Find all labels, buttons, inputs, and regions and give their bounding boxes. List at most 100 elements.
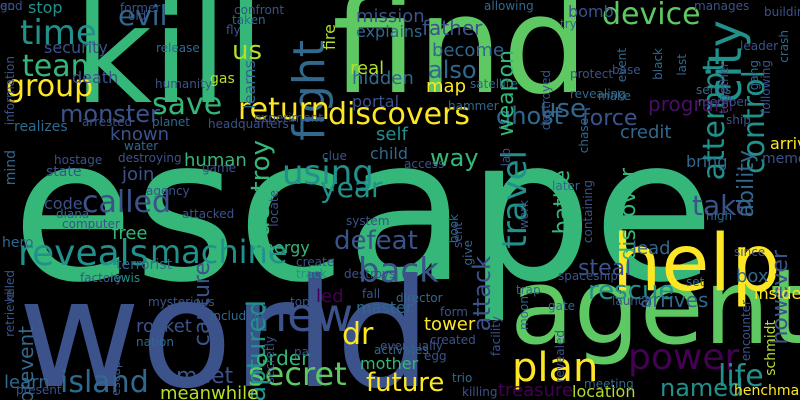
cloud-word: attacked (182, 207, 235, 221)
cloud-word: locate (267, 190, 281, 227)
cloud-word: rescue (588, 276, 675, 306)
cloud-word: treasure (498, 380, 574, 400)
cloud-word: arrives (640, 288, 709, 312)
cloud-word: confront (234, 3, 285, 17)
cloud-word: release (156, 41, 200, 55)
cloud-word: security (44, 38, 108, 57)
cloud-word: make (598, 89, 631, 103)
cloud-word: terrorist (116, 257, 173, 273)
cloud-word: year (320, 171, 383, 204)
cloud-word: discovers (328, 97, 471, 132)
cloud-word: agent (510, 246, 800, 368)
cloud-word: go (0, 0, 15, 13)
cloud-word: save (152, 87, 223, 122)
cloud-word: create (296, 255, 335, 269)
cloud-word: diana (56, 207, 90, 221)
cloud-word: time (20, 13, 97, 53)
cloud-word: destroys (344, 267, 396, 281)
cloud-word: humanity (155, 77, 212, 91)
cloud-word: following (759, 60, 773, 114)
cloud-word: master (356, 298, 413, 317)
cloud-word: sends (696, 83, 732, 97)
cloud-word: planet (152, 115, 190, 129)
cloud-word: allowing (484, 0, 534, 13)
cloud-word: self (376, 124, 408, 145)
cloud-word: meeting (584, 377, 634, 391)
cloud-word: gate (548, 299, 576, 313)
cloud-word: satellite (470, 77, 518, 91)
cloud-word: mother (360, 354, 419, 373)
cloud-word: mind (3, 150, 19, 186)
cloud-word: rocket (136, 316, 192, 337)
cloud-word: bomb (568, 2, 614, 21)
cloud-word: created (430, 333, 476, 347)
cloud-word: top (290, 295, 310, 309)
cloud-word: later (552, 179, 580, 193)
cloud-word: kill (74, 0, 265, 134)
cloud-word: portal (352, 92, 400, 111)
cloud-word: ability (734, 150, 759, 218)
cloud-word: named (660, 374, 744, 400)
cloud-word: building (764, 5, 800, 19)
cloud-word: form (440, 305, 468, 319)
cloud-word: taken (232, 13, 266, 27)
cloud-word: game (202, 161, 237, 175)
cloud-word: evil (118, 0, 168, 32)
cloud-word: join (122, 164, 155, 185)
cloud-word: protect (570, 67, 614, 81)
cloud-word: nation (136, 335, 174, 349)
cloud-word: spaceship (558, 269, 619, 283)
cloud-word: containing (581, 180, 595, 244)
cloud-word: hero (2, 235, 34, 251)
cloud-word: arrested (82, 115, 133, 129)
cloud-word: egg (424, 349, 447, 363)
cloud-word: hidden (352, 68, 414, 89)
cloud-word: headquarters (208, 117, 289, 131)
cloud-word: trap (516, 283, 541, 297)
cloud-word: launch (612, 294, 653, 308)
cloud-word: escape (12, 95, 715, 326)
cloud-word: facility (489, 316, 503, 356)
cloud-word: realizes (14, 119, 68, 135)
cloud-word: present (16, 383, 62, 397)
cloud-word: since (734, 245, 766, 259)
cloud-word: killing (462, 385, 498, 399)
cloud-word: way (430, 144, 479, 172)
cloud-word: henchman (734, 383, 800, 399)
cloud-word: meanwhile (160, 383, 259, 400)
cloud-word: hostage (54, 153, 103, 167)
cloud-word: machine (150, 233, 288, 271)
cloud-word: clue (322, 149, 347, 163)
cloud-word: schmidt (763, 320, 779, 376)
cloud-word: retrieve (3, 290, 17, 337)
cloud-word: secret (248, 355, 347, 393)
cloud-word: black (651, 48, 665, 80)
cloud-word: use (540, 94, 587, 124)
cloud-word: activates (374, 343, 429, 357)
cloud-word: set (686, 275, 705, 289)
cloud-word: monster (60, 100, 160, 128)
cloud-word: energy (254, 238, 310, 257)
cloud-word: escaping (109, 342, 123, 396)
cloud-word: child (370, 144, 408, 163)
cloud-word: information (3, 56, 17, 126)
cloud-word: end (0, 0, 23, 13)
cloud-word: using (282, 153, 374, 193)
cloud-word: gas (210, 71, 235, 87)
cloud-word: map (426, 76, 466, 97)
cloud-word: track (296, 267, 327, 281)
cloud-word: box (736, 266, 769, 287)
cloud-word: secretly (263, 336, 277, 384)
cloud-word: lead (632, 238, 671, 259)
cloud-word: past (294, 345, 320, 359)
cloud-word: learn (4, 372, 50, 393)
cloud-word: code (44, 194, 83, 213)
cloud-word: back (358, 251, 439, 291)
cloud-word: base (612, 63, 641, 77)
cloud-word: work (517, 200, 531, 230)
cloud-word: father (422, 16, 483, 40)
cloud-word: order (256, 346, 310, 370)
cloud-word: help (612, 219, 781, 309)
cloud-word: sent (451, 222, 465, 248)
